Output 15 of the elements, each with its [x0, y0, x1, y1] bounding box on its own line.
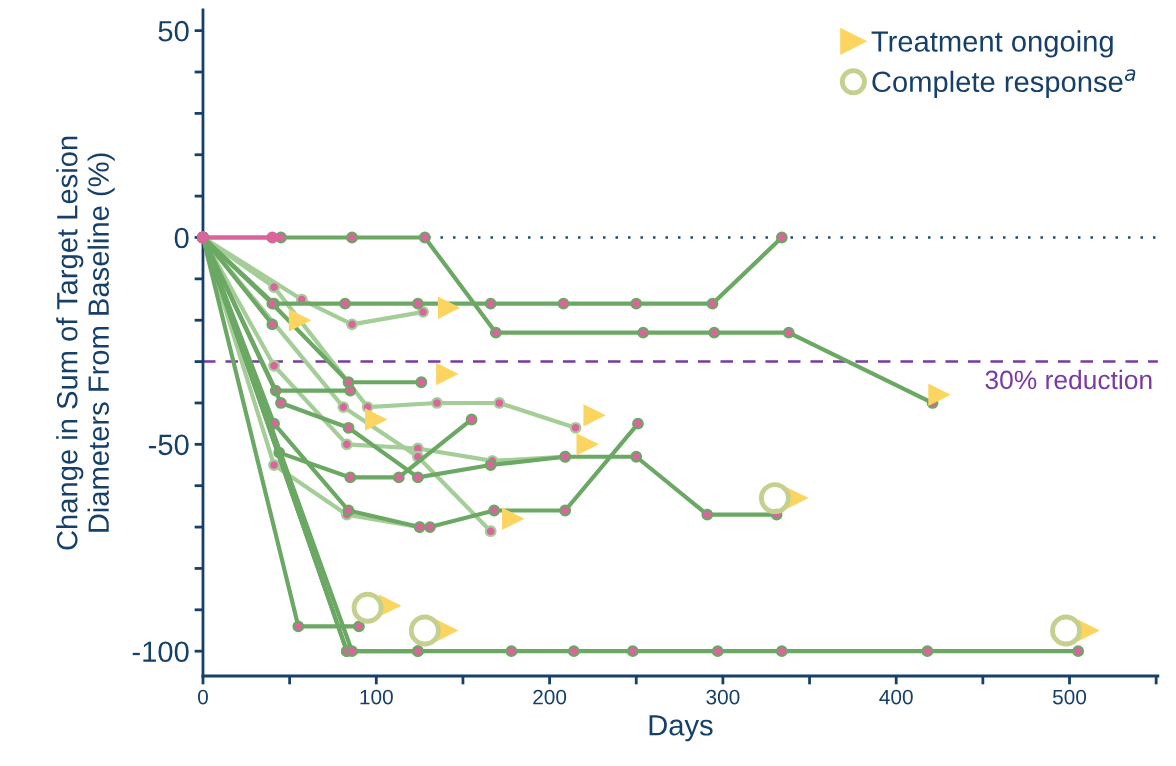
y-axis-title: Change in Sum of Target Lesion Diameters From Baseline (%)	[56, 136, 115, 550]
ref-line-label: 30% reduction	[985, 369, 1152, 390]
x-tick-label: 500	[1052, 689, 1087, 705]
y-tick-label: -50	[148, 434, 189, 456]
x-tick-label: 400	[879, 689, 913, 705]
x-tick-label: 100	[360, 689, 393, 705]
y-tick-label: 0	[174, 227, 189, 249]
x-tick-label: 200	[533, 689, 567, 705]
legend-label: Treatment ongoing	[871, 30, 1113, 58]
y-tick-label: 50	[158, 20, 189, 42]
x-tick-label: 300	[706, 689, 740, 705]
x-axis-title: Days	[649, 715, 713, 742]
x-tick-label: 0	[198, 689, 208, 705]
legend-label: Complete response$^{a}$	[872, 69, 1136, 98]
y-tick-label: -100	[132, 641, 189, 663]
